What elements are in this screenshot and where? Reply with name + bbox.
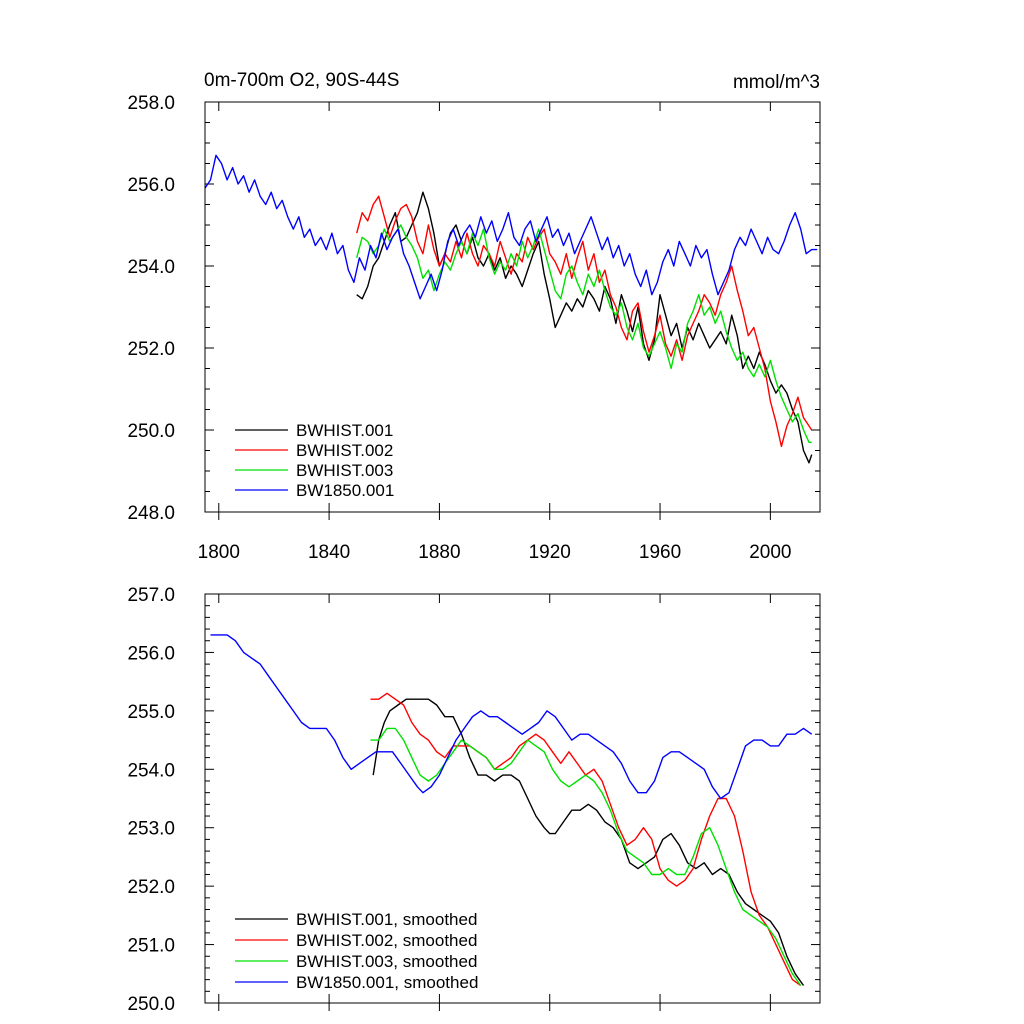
bottom-y-tick-label: 257.0 xyxy=(127,585,175,606)
top-series-line-bw1850-001 xyxy=(204,154,818,300)
legend-label-bwhist-003: BWHIST.003 xyxy=(296,461,393,480)
top-x-tick-labels: 1800 1840 1880 1920 1960 2000 xyxy=(198,542,792,563)
top-y-tick-label: 250.0 xyxy=(127,421,175,442)
bottom-series-line-bwhist-003 xyxy=(370,727,802,986)
legend-label-bwhist-002: BWHIST.002 xyxy=(296,441,393,460)
bottom-plot-frame xyxy=(204,593,821,1004)
bottom-legend: BWHIST.001, smoothed BWHIST.002, smoothe… xyxy=(235,910,478,992)
bottom-y-tick-label: 255.0 xyxy=(127,702,175,723)
legend-label-bw1850-001: BW1850.001 xyxy=(296,481,394,500)
top-plot-frame xyxy=(204,101,821,513)
legend-label-bwhist-003-smoothed: BWHIST.003, smoothed xyxy=(296,952,477,971)
top-legend: BWHIST.001 BWHIST.002 BWHIST.003 BW1850.… xyxy=(235,421,394,500)
legend-label-bw1850-001-smoothed: BW1850.001, smoothed xyxy=(296,973,478,992)
top-title-units: mmol/m^3 xyxy=(733,72,820,93)
top-x-tick-label: 1800 xyxy=(198,542,240,563)
legend-label-bwhist-002-smoothed: BWHIST.002, smoothed xyxy=(296,931,477,950)
top-y-tick-label: 248.0 xyxy=(127,503,175,524)
bottom-y-tick-label: 252.0 xyxy=(127,877,175,898)
top-y-tick-label: 254.0 xyxy=(127,257,175,278)
bottom-series xyxy=(210,634,813,987)
bottom-y-tick-label: 254.0 xyxy=(127,760,175,781)
top-series xyxy=(204,154,818,464)
top-series-line-bwhist-003 xyxy=(356,224,812,443)
top-panel: 0m-700m O2, 90S-44S mmol/m^3 248.0250.02… xyxy=(127,70,821,563)
bottom-panel: 250.0 251.0 252.0 253.0 254.0 255.0 256.0 257.0… xyxy=(127,585,821,1015)
bottom-y-tick-label: 250.0 xyxy=(127,994,175,1015)
top-x-tick-label: 1840 xyxy=(308,542,350,563)
top-y-tick-label: 256.0 xyxy=(127,175,175,196)
bottom-y-tick-labels: 250.0 251.0 252.0 253.0 254.0 255.0 256.0 257.0 xyxy=(127,585,175,1015)
top-series-line-bwhist-002 xyxy=(356,195,813,448)
top-y-tick-labels: 248.0 250.0 252.0 254.0 256.0 258.0 xyxy=(127,93,175,524)
top-title-left: 0m-700m O2, 90S-44S xyxy=(204,70,399,91)
bottom-y-tick-label: 251.0 xyxy=(127,936,175,957)
legend-label-bwhist-001-smoothed: BWHIST.001, smoothed xyxy=(296,910,477,929)
top-y-tick-label: 258.0 xyxy=(127,93,175,114)
top-x-tick-label: 1960 xyxy=(639,542,681,563)
top-x-tick-label: 2000 xyxy=(749,542,791,563)
bottom-y-tick-label: 256.0 xyxy=(127,643,175,664)
legend-label-bwhist-001: BWHIST.001 xyxy=(296,421,393,440)
top-x-tick-label: 1920 xyxy=(529,542,571,563)
top-series-line-bwhist-001 xyxy=(356,191,813,464)
top-y-tick-label: 252.0 xyxy=(127,339,175,360)
top-ticks xyxy=(205,101,820,520)
bottom-y-tick-label: 253.0 xyxy=(127,819,175,840)
bottom-series-line-bw1850-001 xyxy=(210,634,813,800)
top-x-tick-label: 1880 xyxy=(418,542,460,563)
bottom-series-line-bwhist-001 xyxy=(372,698,805,986)
